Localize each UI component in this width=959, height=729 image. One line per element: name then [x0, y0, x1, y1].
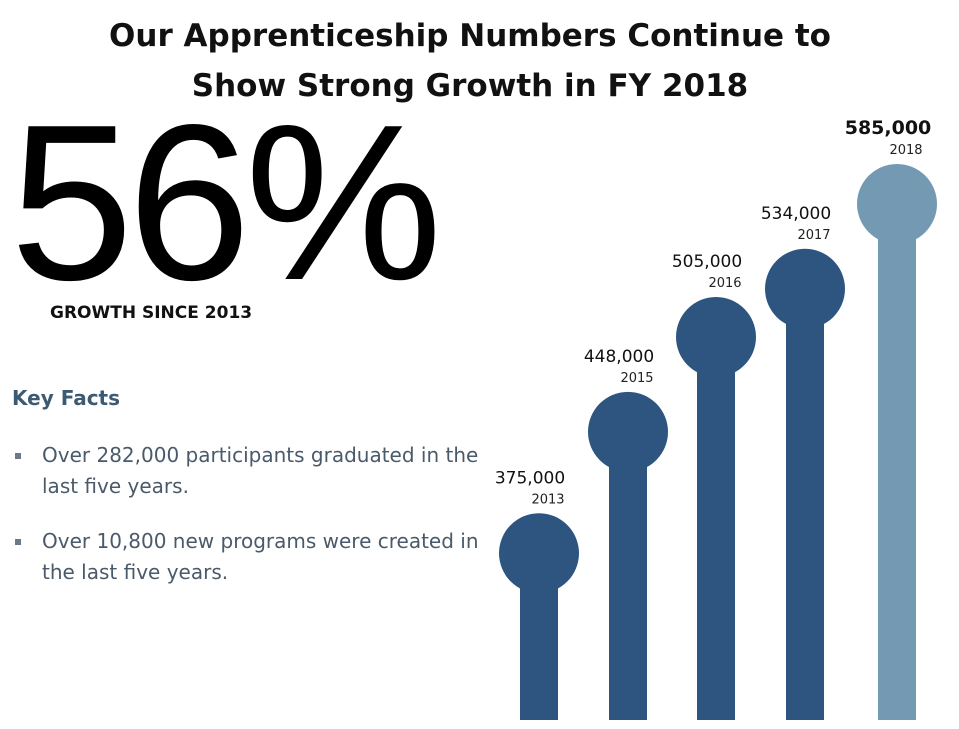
lollipop-head [676, 297, 756, 378]
key-facts-heading: Key Facts [12, 386, 121, 410]
x-tick-label: 2016 [708, 276, 741, 291]
value-label: 375,000 [495, 468, 565, 488]
headline-stat: 56% [10, 79, 442, 327]
lollipop-stem [609, 431, 647, 720]
key-fact: Over 282,000 participants graduated in t… [12, 440, 482, 502]
key-facts-list: Over 282,000 participants graduated in t… [12, 440, 482, 612]
lollipop-head [765, 248, 845, 329]
chart-title: Show Strong Growth in FY 2018 [192, 68, 748, 104]
lollipop-stem [697, 337, 735, 720]
key-fact: Over 10,800 new programs were created in… [12, 526, 482, 588]
lollipop-head [588, 391, 668, 472]
value-label: 534,000 [761, 204, 831, 224]
value-label: 505,000 [672, 252, 742, 272]
x-tick-label: 2017 [797, 228, 830, 243]
lollipop-head [499, 513, 579, 594]
lollipop-head [857, 163, 937, 244]
lollipop-stem [786, 288, 824, 720]
chart-title: Our Apprenticeship Numbers Continue to [109, 18, 831, 54]
value-label: 585,000 [845, 117, 932, 139]
lollipop-stem [878, 203, 916, 720]
x-tick-label: 2018 [889, 143, 922, 158]
x-tick-label: 2013 [531, 492, 564, 507]
x-tick-label: 2015 [620, 371, 653, 386]
headline-caption: GROWTH SINCE 2013 [50, 303, 253, 323]
value-label: 448,000 [584, 347, 654, 367]
